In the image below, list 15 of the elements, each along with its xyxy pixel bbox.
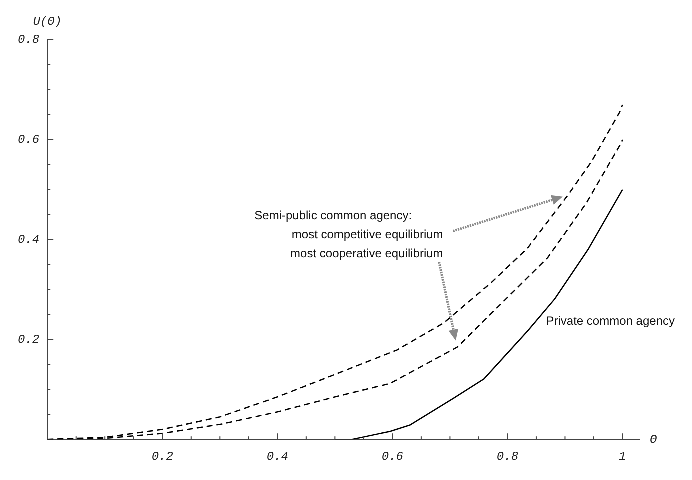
annotation: Private common agency: [546, 314, 675, 328]
x-tick-label: 0.4: [266, 450, 288, 464]
y-tick-label: 0.2: [18, 332, 40, 347]
x-tick-label: 1: [619, 450, 626, 464]
x-tick-label: 0.2: [152, 450, 174, 464]
y-tick-label: 0.4: [18, 232, 40, 247]
y-tick-label: 0.8: [18, 33, 40, 48]
y-axis-title: U(Θ): [33, 15, 62, 30]
y-tick-label: 0.6: [18, 133, 40, 148]
annotation: Semi-public common agency:: [254, 208, 412, 223]
x-tick-label: 0.8: [496, 450, 519, 464]
x-axis-title: Θ: [650, 432, 658, 447]
x-tick-label: 0.6: [382, 450, 404, 464]
annotation: most cooperative equilibrium: [290, 246, 444, 261]
annotation: most competitive equilibrium: [292, 228, 444, 242]
